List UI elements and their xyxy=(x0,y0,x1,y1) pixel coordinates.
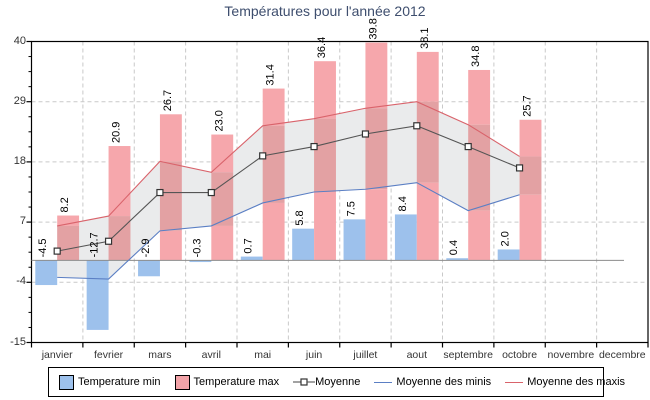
svg-text:5.8: 5.8 xyxy=(294,210,306,225)
svg-text:39.8: 39.8 xyxy=(367,18,379,39)
svg-text:-2.9: -2.9 xyxy=(140,238,152,257)
svg-text:36.4: 36.4 xyxy=(316,37,328,58)
svg-text:20.9: 20.9 xyxy=(111,122,123,143)
svg-text:38.1: 38.1 xyxy=(419,27,431,48)
svg-text:23.0: 23.0 xyxy=(213,110,225,131)
svg-text:8.4: 8.4 xyxy=(397,196,409,211)
svg-text:0.7: 0.7 xyxy=(243,238,255,253)
svg-text:-0.3: -0.3 xyxy=(191,238,203,257)
svg-text:34.8: 34.8 xyxy=(470,46,482,67)
svg-text:7.5: 7.5 xyxy=(345,201,357,216)
svg-text:-4.5: -4.5 xyxy=(37,238,49,257)
svg-text:25.7: 25.7 xyxy=(522,95,534,116)
svg-text:31.4: 31.4 xyxy=(265,64,277,85)
svg-text:0.4: 0.4 xyxy=(448,240,460,255)
svg-text:8.2: 8.2 xyxy=(59,197,71,212)
svg-text:-12.7: -12.7 xyxy=(89,232,101,257)
svg-text:2.0: 2.0 xyxy=(500,231,512,246)
svg-text:26.7: 26.7 xyxy=(162,90,174,111)
